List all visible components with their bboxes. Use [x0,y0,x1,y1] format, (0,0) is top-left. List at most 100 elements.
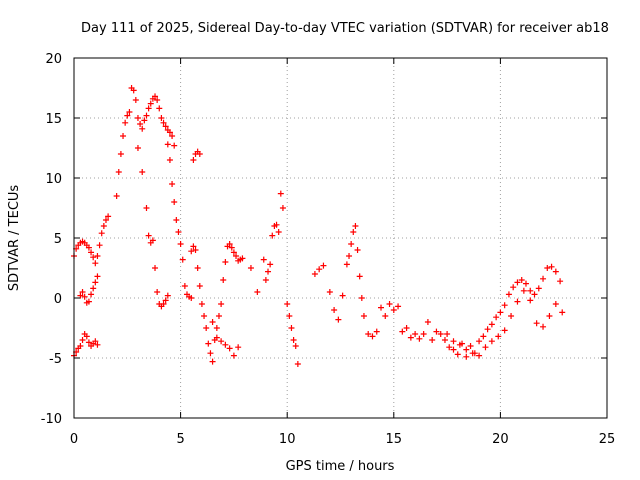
data-point [424,319,431,325]
data-point [275,229,282,235]
data-point [493,314,500,321]
data-point [207,350,214,357]
data-point [505,291,512,298]
data-point [407,334,414,341]
data-point [488,338,495,345]
data-point [277,190,284,197]
data-point [194,265,201,271]
y-tick-label: 10 [45,172,62,187]
y-axis-ticks: -10 -5 0 5 10 15 20 [41,52,607,427]
data-point [181,283,188,289]
data-point [326,289,333,295]
data-point [350,229,357,235]
data-point [444,331,451,337]
data-point [226,345,233,352]
data-point [501,327,508,334]
data-point [454,351,461,358]
data-point [267,261,274,268]
data-point [77,343,84,349]
data-point [79,289,86,295]
y-tick-label: 5 [54,232,62,247]
data-point [166,129,173,136]
data-point [559,309,566,316]
data-point [120,133,127,139]
data-point [77,292,84,299]
data-point [171,142,178,149]
data-point [162,297,169,304]
data-point [437,331,444,337]
data-point [92,338,99,345]
data-point [390,307,397,313]
data-point [412,331,419,337]
data-point [346,253,353,259]
data-point [85,244,92,251]
data-point [177,241,184,247]
data-point [476,352,483,359]
y-tick-label: -5 [49,352,62,367]
data-point [85,339,92,346]
data-point [192,247,199,253]
data-point [441,337,448,343]
data-point [164,292,171,299]
data-point [262,277,269,283]
data-point [220,277,227,283]
data-point [429,337,436,343]
data-point [482,344,489,351]
data-point [117,151,124,157]
data-point [92,279,99,286]
data-point [198,301,205,307]
data-point [94,273,101,280]
data-point [352,223,359,229]
data-point [311,271,318,277]
data-point [369,333,376,340]
data-point [552,268,559,275]
data-point [83,333,90,340]
data-point [196,151,203,157]
data-point [145,232,152,239]
data-point [115,169,122,175]
data-point [254,289,261,295]
data-point [190,157,197,163]
grid-lines [74,58,607,418]
data-point [141,117,148,124]
data-point [88,249,95,256]
data-point [81,293,88,300]
data-point [450,346,457,353]
data-point [284,301,291,307]
data-point [160,301,167,307]
data-point [294,361,301,367]
y-axis-label: SDTVAR / TECUs [7,185,22,292]
data-point [273,221,280,228]
data-point [149,237,156,244]
data-point [169,133,176,139]
data-point [160,119,167,126]
data-point [102,217,109,223]
data-point [90,285,97,292]
data-point [139,169,146,175]
data-point [514,298,521,305]
data-point [463,346,470,353]
data-point [533,320,540,327]
data-point [171,199,178,205]
data-point [85,298,92,305]
data-point [527,287,534,294]
data-point [508,313,515,319]
y-tick-label: -10 [41,412,62,427]
data-point [173,217,180,223]
data-point [164,141,171,148]
data-point [239,255,246,262]
data-point [139,125,146,132]
data-point [152,265,159,271]
data-point [88,291,95,298]
data-point [158,115,165,121]
data-point [188,295,195,301]
data-point [124,112,131,119]
data-point [356,273,363,280]
data-point [201,313,208,319]
x-tick-label: 0 [70,432,78,447]
data-point [495,333,502,340]
data-point [98,230,105,237]
y-tick-label: 15 [45,112,62,127]
data-point [226,241,233,247]
